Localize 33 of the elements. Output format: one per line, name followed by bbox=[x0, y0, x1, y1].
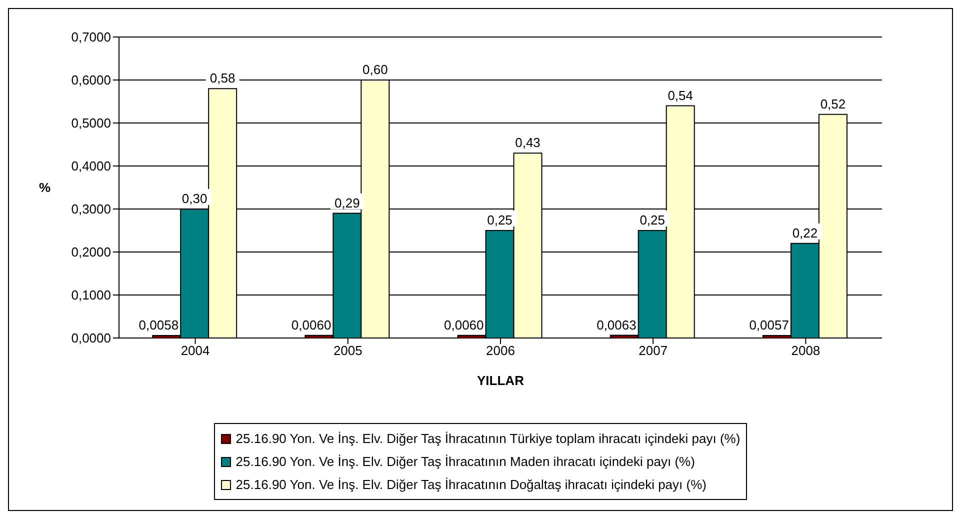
y-tick-label: 0,6000 bbox=[71, 72, 111, 88]
data-label: 0,0057 bbox=[749, 318, 789, 333]
x-tick-label: 2005 bbox=[333, 343, 362, 358]
y-tick-label: 0,0000 bbox=[71, 330, 111, 346]
y-tick-label: 0,4000 bbox=[71, 158, 111, 174]
data-label: 0,25 bbox=[487, 212, 512, 228]
data-label: 0,43 bbox=[515, 135, 540, 150]
data-label: 0,58 bbox=[210, 70, 236, 86]
data-label: 0,30 bbox=[182, 191, 208, 206]
data-label: 0,60 bbox=[362, 62, 388, 77]
x-tick-label: 2004 bbox=[180, 343, 210, 358]
data-label: 0,0060 bbox=[291, 317, 332, 332]
y-axis-title: % bbox=[39, 180, 51, 196]
data-label: 0,52 bbox=[820, 96, 846, 112]
y-tick-label: 0,5000 bbox=[71, 116, 111, 131]
x-tick-label: 2006 bbox=[486, 343, 515, 358]
x-tick-label: 2008 bbox=[791, 343, 820, 358]
x-tick-label: 2007 bbox=[638, 343, 668, 358]
data-label: 0,29 bbox=[334, 195, 360, 210]
y-tick-label: 0,2000 bbox=[71, 244, 111, 260]
data-label: 0,0063 bbox=[596, 317, 636, 332]
data-label: 0,54 bbox=[668, 88, 694, 103]
y-tick-label: 0,7000 bbox=[71, 30, 111, 45]
y-tick-label: 0,1000 bbox=[71, 288, 111, 303]
data-label: 0,0058 bbox=[138, 318, 179, 333]
data-label: 0,0060 bbox=[444, 317, 484, 332]
legend-label: 25.16.90 Yon. Ve İnş. Elv. Diğer Taş İhracatının Maden ihracatı içindeki payı (%) bbox=[234, 453, 696, 471]
x-axis-title: YILLAR bbox=[477, 373, 525, 388]
y-tick-label: 0,3000 bbox=[71, 202, 111, 217]
legend-label: 25.16.90 Yon. Ve İnş. Elv. Diğer Taş İhracatının Türkiye toplam ihracatı içindeki payı (%) bbox=[234, 430, 740, 448]
legend-label: 25.16.90 Yon. Ve İnş. Elv. Diğer Taş İhracatının Doğaltaş ihracatı içindeki payı (%) bbox=[234, 476, 708, 494]
data-label: 0,25 bbox=[640, 212, 666, 228]
data-label: 0,22 bbox=[792, 225, 818, 240]
